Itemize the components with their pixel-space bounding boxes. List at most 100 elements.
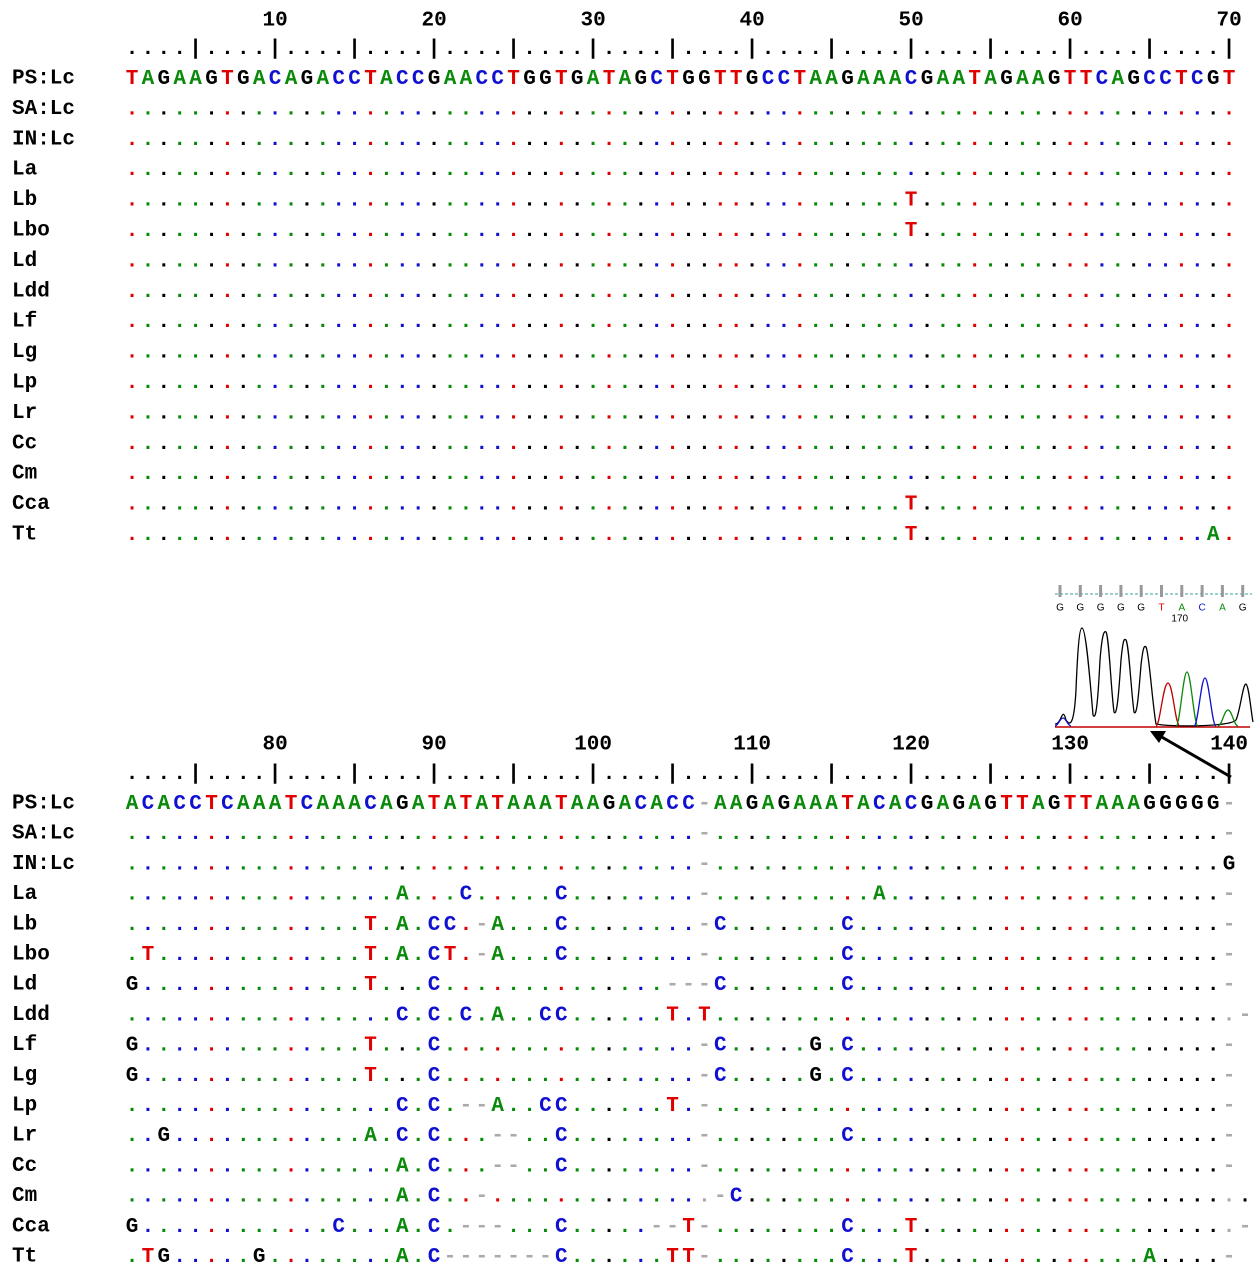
trace-base: C [1198, 603, 1205, 614]
ruler-number: 90 [421, 734, 446, 757]
sequence: ........................................… [126, 280, 1236, 303]
row-label: Lbo [12, 944, 50, 967]
row-label: Cm [12, 463, 37, 486]
ruler-number: 40 [739, 10, 764, 33]
trace-base: G [1239, 603, 1247, 614]
trace-tick [1180, 585, 1183, 597]
sequence: ........................................… [126, 98, 1236, 121]
trace-base: A [1219, 603, 1226, 614]
sequence: ........................................… [126, 493, 1236, 516]
trace-tick [1059, 585, 1062, 597]
alignment-figure: GGGGGTACAG170 10203040506070....|....|..… [0, 0, 1256, 1268]
row-label: La [12, 159, 38, 182]
ruler-number: 30 [580, 10, 605, 33]
trace-tick [1079, 585, 1082, 597]
trace-base: G [1056, 603, 1064, 614]
row-label: Lf [12, 1034, 37, 1057]
trace-t [1156, 683, 1180, 726]
sequence: .................A.C..-..............-C.… [126, 1185, 1256, 1208]
sequence: ........................................… [126, 463, 1236, 486]
row-label: Lr [12, 402, 37, 425]
row-label: Lg [12, 341, 37, 364]
row-label: Tt [12, 524, 37, 547]
row-label: Cc [12, 1155, 37, 1178]
sequence: G..............T...C..............---C..… [126, 974, 1236, 997]
sequence: ........................................… [126, 189, 1236, 212]
sequence: ........................................… [126, 311, 1236, 334]
sequence: ..G............A.C.C...--..C........-...… [126, 1125, 1236, 1148]
row-label: PS:Lc [12, 68, 75, 91]
sequence: ........................................… [126, 402, 1236, 425]
sequence: ........................................… [126, 159, 1236, 182]
sequence: ........................................… [126, 341, 1236, 364]
sequence: .................A...C.....C........-...… [126, 883, 1236, 906]
ruler-number: 70 [1216, 10, 1241, 33]
trace-c [1055, 678, 1216, 726]
trace-base: G [1137, 603, 1145, 614]
row-label: Lr [12, 1125, 37, 1148]
trace-tick [1160, 585, 1163, 597]
row-label: La [12, 883, 38, 906]
trace-tick [1201, 585, 1204, 597]
ruler-number: 110 [733, 734, 771, 757]
row-label: Lbo [12, 220, 50, 243]
row-label: Lf [12, 311, 37, 334]
row-label: Cm [12, 1185, 37, 1208]
trace-position: 170 [1171, 614, 1188, 625]
row-label: Lb [12, 189, 37, 212]
sequence: .................C.C.C.A..CC......T.T...… [126, 1004, 1252, 1027]
row-label: Ld [12, 250, 37, 273]
sequence: ........................................… [126, 524, 1236, 547]
alignment-block: 80 90 100 110 120 130 140 ....|....|....|....|.… [12, 734, 1256, 1268]
sequence: ........................................… [126, 432, 1236, 455]
ruler-number: 100 [574, 734, 612, 757]
row-label: Lg [12, 1064, 37, 1087]
row-label: Ldd [12, 1004, 50, 1027]
row-label: Cca [12, 493, 50, 516]
ruler-number: 130 [1051, 734, 1089, 757]
trace-base: T [1158, 603, 1164, 614]
sequence: G..............T...C................-C..… [126, 1034, 1236, 1057]
row-label: Cc [12, 432, 37, 455]
ruler-number: 50 [898, 10, 923, 33]
ruler-number: 10 [262, 10, 287, 33]
chromatogram: GGGGGTACAG170 [1055, 585, 1253, 727]
row-label: Lb [12, 913, 37, 936]
sequence: ....................................-...… [126, 823, 1236, 846]
row-label: IN:Lc [12, 853, 75, 876]
trace-base: G [1097, 603, 1105, 614]
sequence: ........................................… [126, 372, 1236, 395]
sequence: G..............T...C................-C..… [126, 1064, 1236, 1087]
row-label: Tt [12, 1246, 37, 1268]
trace-base: A [1178, 603, 1185, 614]
trace-base: G [1076, 603, 1084, 614]
trace-tick [1221, 585, 1224, 597]
sequence: ........................................… [126, 220, 1236, 243]
page: {"blocks": [ {"ruler_numbers": [10, 20, … [0, 0, 1256, 1268]
row-label: Ldd [12, 280, 50, 303]
ruler-number: 80 [262, 734, 287, 757]
ruler-number: 120 [892, 734, 930, 757]
trace-tick [1119, 585, 1122, 597]
trace-tick [1099, 585, 1102, 597]
row-label: Ld [12, 974, 37, 997]
sequence: ....................................-...… [126, 853, 1236, 876]
sequence: ........................................… [126, 128, 1236, 151]
row-label: Lp [12, 372, 37, 395]
sequence: G............C...A.C.---...C.....--T-...… [126, 1215, 1252, 1238]
row-label: SA:Lc [12, 98, 75, 121]
sequence: .................A.C...--..C........-...… [126, 1155, 1236, 1178]
row-label: SA:Lc [12, 823, 75, 846]
ruler-number: 140 [1210, 734, 1248, 757]
trace-g [1055, 628, 1253, 726]
trace-tick [1241, 585, 1244, 597]
ruler: ....|....|....|....|....|....|....|....|… [126, 763, 1236, 786]
row-label: PS:Lc [12, 793, 75, 816]
ruler-number: 60 [1057, 10, 1082, 33]
